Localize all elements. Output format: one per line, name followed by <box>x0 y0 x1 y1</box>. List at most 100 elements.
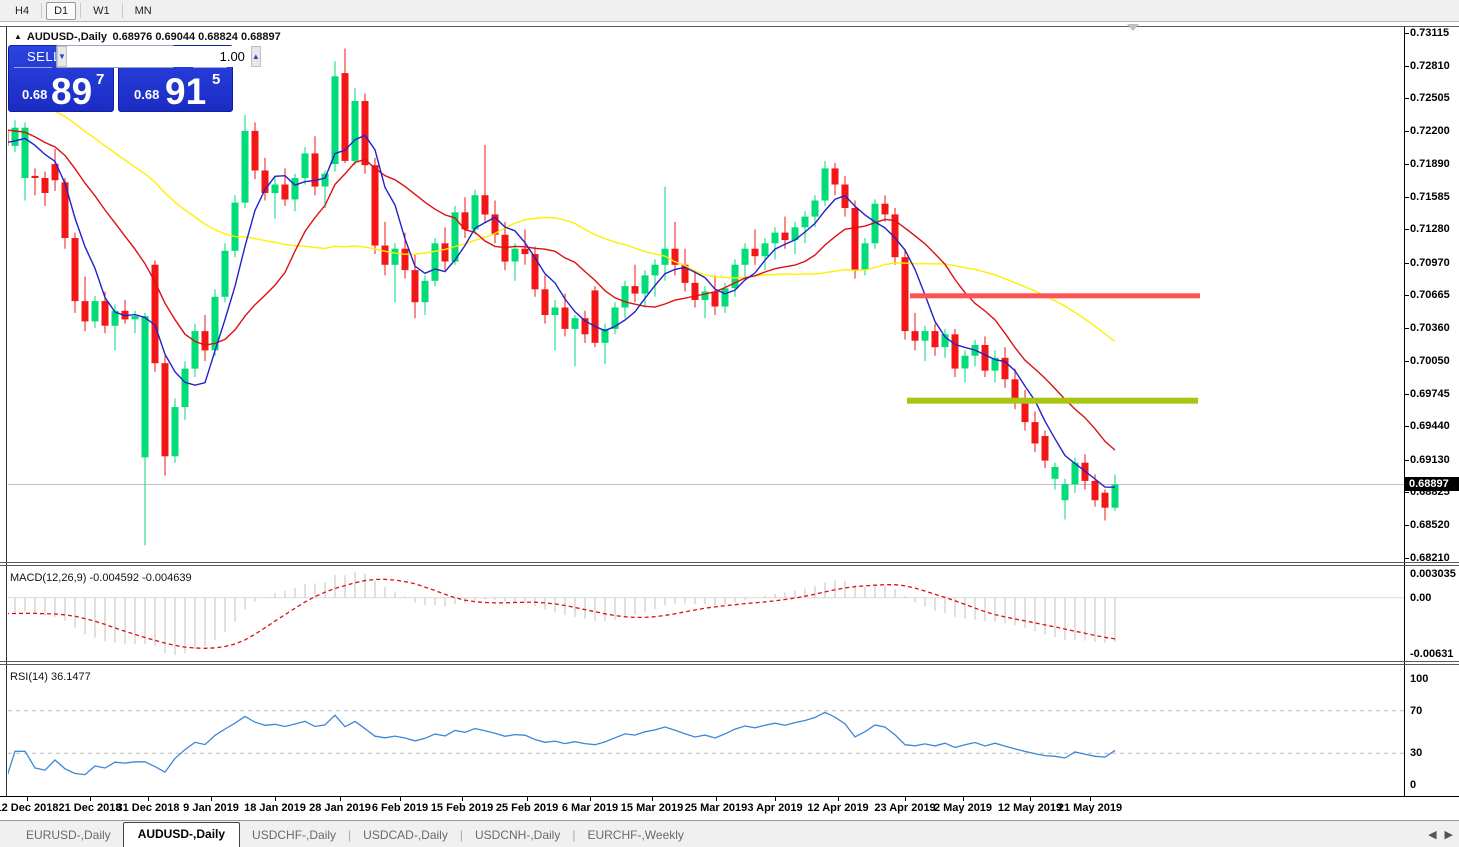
time-tick-label: 12 May 2019 <box>997 802 1063 814</box>
time-tick <box>148 797 149 801</box>
toolbar-separator <box>121 3 123 18</box>
price-tick <box>1404 492 1409 493</box>
tab-separator: | <box>572 828 576 842</box>
macd-label: MACD(12,26,9) -0.004592 -0.004639 <box>10 572 192 584</box>
price-tick-label: 0.70050 <box>1410 355 1450 367</box>
pane-splitter[interactable] <box>0 562 1459 563</box>
price-tick <box>1404 426 1409 427</box>
tab-separator: | <box>348 828 352 842</box>
sell-price-big: 89 <box>51 71 93 112</box>
scroll-to-end-marker[interactable] <box>1127 24 1139 31</box>
price-tick-label: 0.71280 <box>1410 223 1450 235</box>
rsi-scale-label: 30 <box>1410 747 1423 759</box>
time-tick-label: 6 Mar 2019 <box>561 802 619 814</box>
time-tick-label: 6 Feb 2019 <box>371 802 429 814</box>
price-tick <box>1404 558 1409 559</box>
price-tick <box>1404 197 1409 198</box>
price-tick-label: 0.69440 <box>1410 420 1450 432</box>
price-tick <box>1404 328 1409 329</box>
time-tick <box>590 797 591 801</box>
chart-tab-usdchf-daily[interactable]: USDCHF-,Daily <box>252 828 337 842</box>
chart-expand-icon[interactable]: ▲ <box>14 32 22 41</box>
time-tick-label: 21 May 2019 <box>1057 802 1123 814</box>
time-tick <box>90 797 91 801</box>
price-tick-label: 0.71585 <box>1410 191 1450 203</box>
tab-separator: | <box>459 828 463 842</box>
timeframe-button-h4[interactable]: H4 <box>15 4 30 17</box>
chart-tab-usdcnh-daily[interactable]: USDCNH-,Daily <box>474 828 561 842</box>
chart-ohlc-values: 0.68976 0.69044 0.68824 0.68897 <box>112 31 281 43</box>
time-tick-label: 3 Apr 2019 <box>747 802 803 814</box>
rsi-scale-label: 70 <box>1410 705 1423 717</box>
rsi-pane[interactable] <box>8 665 1404 795</box>
time-tick <box>1030 797 1031 801</box>
time-tick-label: 9 Jan 2019 <box>183 802 239 814</box>
time-tick-label: 12 Apr 2019 <box>807 802 869 814</box>
buy-underline <box>193 67 227 68</box>
price-tick-label: 0.70665 <box>1410 289 1450 301</box>
buy-price-pip: 5 <box>212 71 221 88</box>
time-axis[interactable]: 12 Dec 2018 21 Dec 2018 31 Dec 2018 9 Ja… <box>0 797 1459 819</box>
price-tick <box>1404 164 1409 165</box>
sell-price-prefix: 0.68 <box>22 87 48 102</box>
timeframe-button-w1[interactable]: W1 <box>93 4 110 17</box>
tabs-scroll-right-icon[interactable]: ▶ <box>1444 829 1453 841</box>
pane-splitter[interactable] <box>0 661 1459 662</box>
tabs-scroll-left-icon[interactable]: ◀ <box>1428 829 1437 841</box>
price-tick-label: 0.71890 <box>1410 158 1450 170</box>
rsi-value: 36.1477 <box>50 671 91 683</box>
toolbar-separator <box>80 3 82 18</box>
pane-splitter[interactable] <box>0 565 1459 566</box>
price-tick <box>1404 460 1409 461</box>
time-tick <box>716 797 717 801</box>
lot-size-spinner: ▼ ▲ <box>56 45 261 68</box>
chart-tab-bar: EURUSD-,Daily AUDUSD-,Daily USDCHF-,Daily |… <box>0 820 1459 847</box>
time-tick-label: 25 Feb 2019 <box>495 802 559 814</box>
price-tick-label: 0.69745 <box>1410 388 1450 400</box>
price-tick <box>1404 394 1409 395</box>
sell-button[interactable]: SELL <box>27 49 61 64</box>
chart-symbol-label: AUDUSD-,Daily <box>26 31 107 43</box>
macd-values: -0.004592 -0.004639 <box>89 572 192 584</box>
rsi-scale-label: 0 <box>1410 779 1417 791</box>
chart-tab-usdcad-daily[interactable]: USDCAD-,Daily <box>363 828 448 842</box>
chart-tab-eurusd-daily[interactable]: EURUSD-,Daily <box>26 828 111 842</box>
chart-tab-audusd-daily[interactable]: AUDUSD-,Daily <box>122 822 241 847</box>
price-tick <box>1404 98 1409 99</box>
chart-window: ▲ AUDUSD-,Daily 0.68976 0.69044 0.68824 0… <box>0 24 1459 819</box>
time-tick-label: 28 Jan 2019 <box>309 802 371 814</box>
price-tick-label: 0.68210 <box>1410 552 1450 564</box>
price-tick-label: 0.68520 <box>1410 519 1450 531</box>
lot-size-input[interactable] <box>66 46 251 67</box>
time-tick-label: 2 May 2019 <box>933 802 993 814</box>
time-tick-label: 25 Mar 2019 <box>684 802 748 814</box>
time-tick <box>838 797 839 801</box>
buy-price-prefix: 0.68 <box>134 87 160 102</box>
price-chart-pane[interactable] <box>8 27 1404 563</box>
macd-pane[interactable] <box>8 566 1404 661</box>
chart-tab-eurchf-weekly[interactable]: EURCHF-,Weekly <box>587 828 684 842</box>
price-tick-label: 0.70970 <box>1410 257 1450 269</box>
price-tick <box>1404 361 1409 362</box>
time-tick-label: 18 Jan 2019 <box>244 802 306 814</box>
rsi-label: RSI(14) 36.1477 <box>10 671 91 683</box>
price-axis-border[interactable] <box>1404 27 1405 796</box>
lot-decrease-button[interactable]: ▼ <box>57 46 67 67</box>
price-tick-label: 0.72810 <box>1410 60 1450 72</box>
price-tick <box>1404 66 1409 67</box>
chart-title: ▲ AUDUSD-,Daily 0.68976 0.69044 0.68824 0… <box>14 31 281 43</box>
buy-price-big: 91 <box>165 71 207 112</box>
sell-underline <box>14 67 52 68</box>
lot-increase-button[interactable]: ▲ <box>250 46 261 67</box>
macd-scale-zero: 0.00 <box>1410 592 1432 604</box>
window-top-border <box>0 26 1459 27</box>
pane-splitter[interactable] <box>0 664 1459 665</box>
timeframe-button-mn[interactable]: MN <box>134 4 152 17</box>
time-tick <box>775 797 776 801</box>
price-tick <box>1404 131 1409 132</box>
sell-price-pip: 7 <box>96 71 105 88</box>
price-tick <box>1404 229 1409 230</box>
timeframe-toolbar: H4 D1 W1 MN <box>0 0 1459 22</box>
timeframe-button-d1[interactable]: D1 <box>46 1 77 20</box>
